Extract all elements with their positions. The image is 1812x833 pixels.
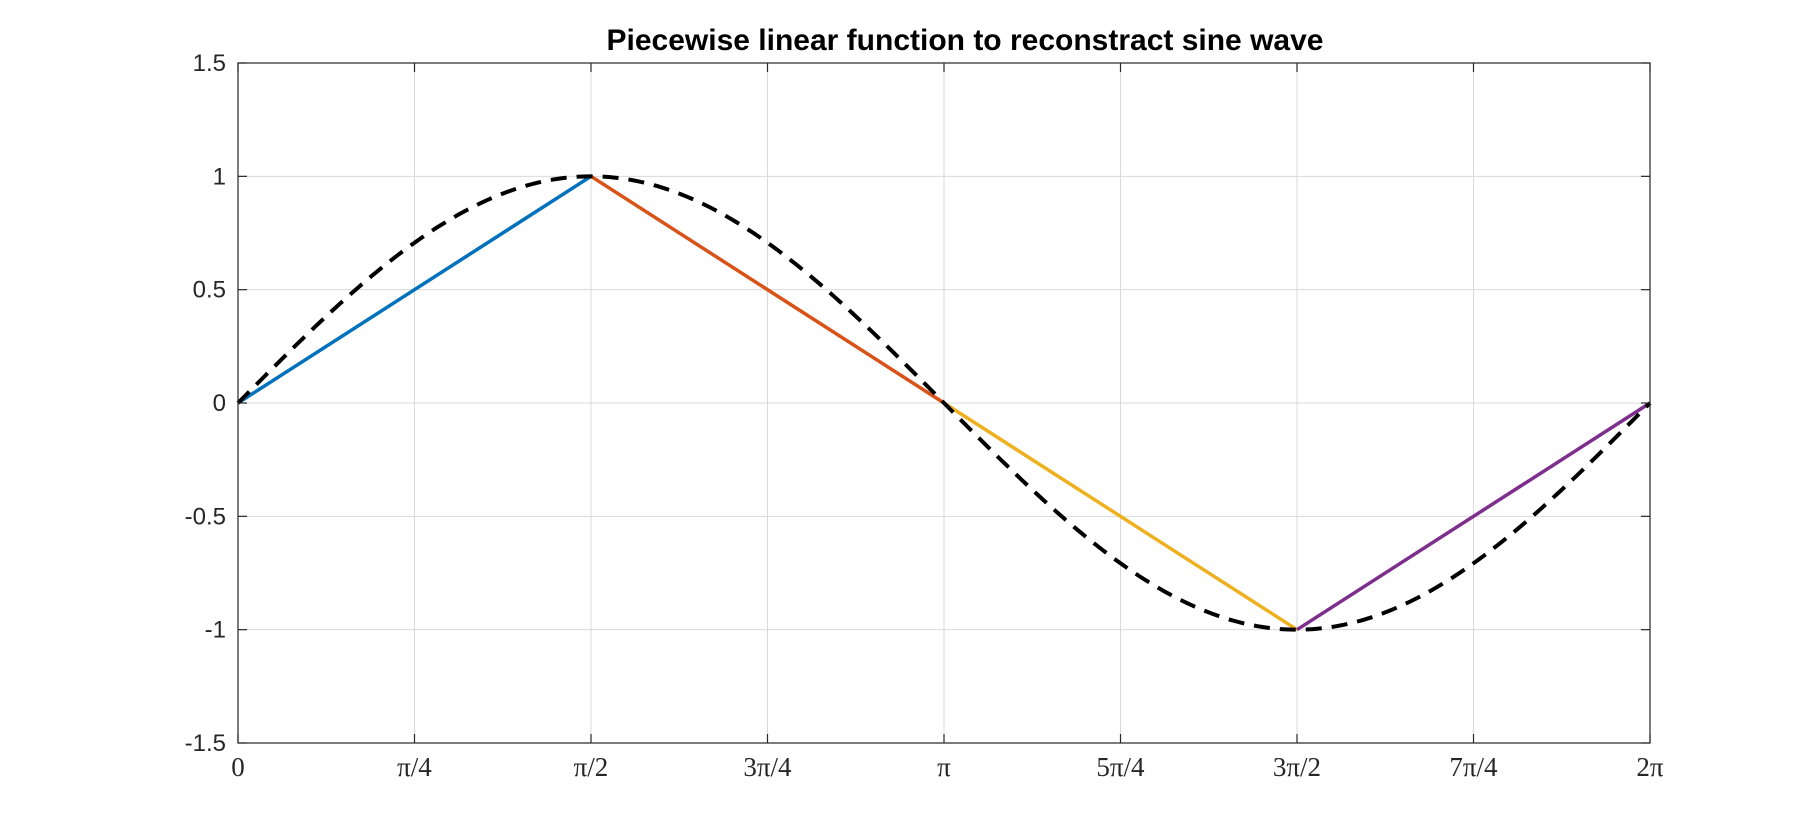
x-tick-label: 5π/4	[1096, 752, 1145, 782]
x-tick-label: π	[937, 752, 951, 782]
x-tick-label: 3π/4	[743, 752, 792, 782]
y-tick-label: 0.5	[193, 277, 226, 304]
y-tick-label: -1.5	[185, 730, 226, 757]
y-tick-label: 1.5	[193, 50, 226, 77]
y-axis-tick-labels: 1.5 1 0.5 0 -0.5 -1 -1.5	[185, 50, 226, 757]
x-tick-label: 3π/2	[1273, 752, 1321, 782]
plot-series	[236, 174, 1652, 632]
x-tick-label: 7π/4	[1449, 752, 1498, 782]
tick-marks	[237, 62, 1651, 744]
piecewise-segment-1	[237, 174, 592, 405]
chart-title: Piecewise linear function to reconstract…	[607, 24, 1324, 57]
sine-reference-line	[236, 174, 1652, 632]
x-tick-label: 0	[231, 752, 245, 782]
x-tick-label: π/4	[397, 752, 432, 782]
y-tick-label: 0	[213, 390, 226, 417]
x-tick-label: 2π	[1636, 752, 1664, 782]
piecewise-segment-2	[590, 174, 945, 405]
piecewise-segment-3	[943, 401, 1298, 632]
y-tick-label: -1	[205, 617, 226, 644]
y-tick-label: 1	[213, 163, 226, 190]
piecewise-segment-4	[1296, 401, 1651, 632]
x-tick-label: π/2	[574, 752, 609, 782]
y-tick-label: -0.5	[185, 503, 226, 530]
x-axis-tick-labels: 0 π/4 π/2 3π/4 π 5π/4 3π/2 7π/4 2π	[231, 752, 1664, 782]
